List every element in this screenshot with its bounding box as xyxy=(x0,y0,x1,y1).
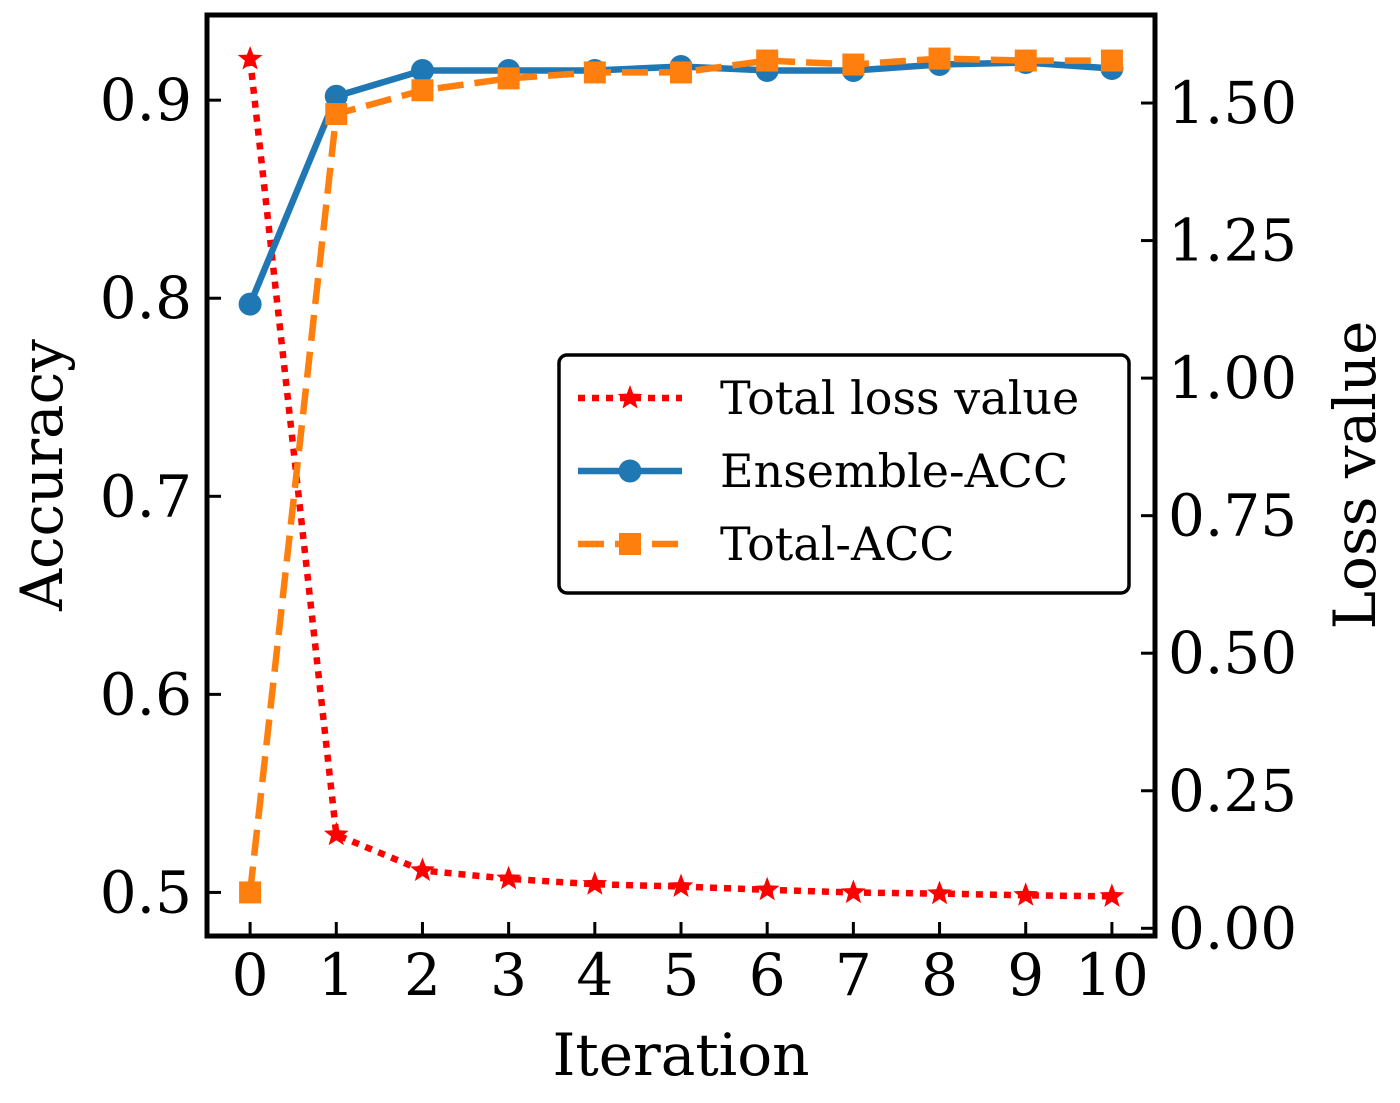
legend-label-1: Ensemble-ACC xyxy=(720,444,1068,498)
series-1-point xyxy=(238,292,262,316)
series-2-point xyxy=(1100,49,1123,72)
series-0-point xyxy=(754,876,780,901)
legend-box xyxy=(557,353,1131,595)
series-0-point xyxy=(668,873,694,897)
y-left-tick-label: 0.5 xyxy=(100,858,192,926)
series-0-point xyxy=(927,880,952,905)
y-right-tick-label: 1.25 xyxy=(1168,207,1297,275)
series-0-point xyxy=(582,871,608,895)
y-right-tick-label: 0.25 xyxy=(1168,757,1297,825)
y-left-tick-label: 0.6 xyxy=(100,660,192,728)
series-0-point xyxy=(323,821,349,846)
series-line-0 xyxy=(246,58,1112,900)
x-tick-label: 2 xyxy=(404,941,441,1009)
legend-marker-0 xyxy=(617,385,643,409)
series-1-point xyxy=(410,58,434,82)
x-tick-label: 8 xyxy=(921,941,958,1009)
y-left-tick-label: 0.8 xyxy=(100,264,192,332)
series-2-point xyxy=(583,61,606,84)
x-tick-label: 4 xyxy=(576,941,613,1009)
legend-entries: Total loss value Ensemble-ACC Total-ACC xyxy=(578,371,1079,571)
y-axis-title-left: Accuracy xyxy=(8,339,76,612)
series-layer xyxy=(237,46,1125,907)
series-2-point xyxy=(1014,49,1037,72)
y-right-tick-label: 0.50 xyxy=(1168,619,1297,687)
x-tick-label: 0 xyxy=(232,941,269,1009)
series-2-point xyxy=(497,67,520,90)
series-0-point xyxy=(496,865,521,890)
series-0-point xyxy=(1013,882,1039,906)
y-right-tick-label: 1.00 xyxy=(1168,344,1297,412)
y-left-tick-label: 0.9 xyxy=(100,66,192,134)
y-axis-title-right: Loss value xyxy=(1321,321,1389,630)
y-right-tick-label: 0.00 xyxy=(1168,894,1297,962)
x-tick-label: 6 xyxy=(749,941,786,1009)
x-tick-label: 7 xyxy=(835,941,872,1009)
y-right-tick-label: 1.50 xyxy=(1168,69,1297,137)
series-1-point xyxy=(324,84,348,108)
x-tick-label: 1 xyxy=(318,941,355,1009)
series-2-point xyxy=(411,79,434,102)
series-2-point xyxy=(239,881,262,904)
x-tick-label: 3 xyxy=(490,941,527,1009)
series-0-point xyxy=(410,857,435,881)
legend-marker-1 xyxy=(618,459,642,483)
series-0-point xyxy=(841,879,866,904)
series-0-point xyxy=(1099,883,1125,907)
x-tick-label: 9 xyxy=(1007,941,1044,1009)
series-2-point xyxy=(325,103,348,126)
y-left-tick-label: 0.7 xyxy=(100,462,192,530)
x-tick-label: 10 xyxy=(1075,941,1149,1009)
y-right-tick-label: 0.75 xyxy=(1168,482,1297,550)
legend: Total loss value Ensemble-ACC Total-ACC xyxy=(557,353,1131,595)
tick-layer: 0 1 2 3 4 5 6 7 8 9 10 0.5 0.6 0.7 0.8 0.9 0.00 0.25 0.50 0… xyxy=(100,66,1297,1009)
series-2-point xyxy=(928,47,951,70)
legend-label-0: Total loss value xyxy=(720,371,1079,425)
x-axis-title: Iteration xyxy=(553,1021,810,1089)
series-0-point xyxy=(237,46,263,70)
series-2-point xyxy=(842,53,865,76)
legend-marker-2 xyxy=(619,533,641,555)
x-tick-label: 5 xyxy=(663,941,700,1009)
legend-label-2: Total-ACC xyxy=(720,517,955,571)
series-2-point xyxy=(756,49,779,72)
series-2-point xyxy=(670,61,692,84)
